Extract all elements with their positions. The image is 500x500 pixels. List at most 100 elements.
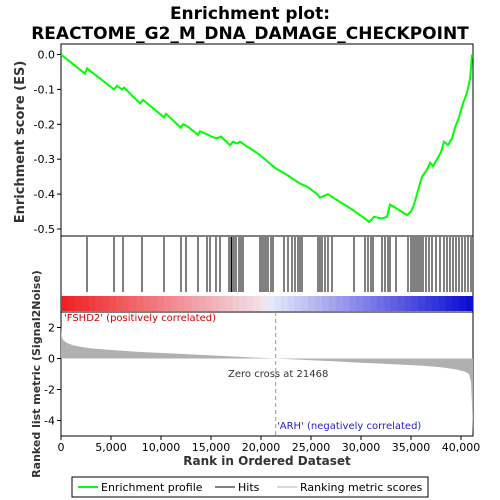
hits-panel (60, 235, 474, 313)
x-tick-label: 0 (58, 441, 65, 454)
legend-hits-label: Hits (238, 481, 260, 494)
color-bar-segment (218, 296, 227, 311)
zero-cross-label: Zero cross at 21468 (228, 369, 328, 380)
color-bar-segment (212, 296, 220, 311)
es-y-tick-label: 0.0 (38, 48, 56, 61)
x-tick-label: 25,000 (292, 441, 331, 454)
rank-color-bar (61, 296, 474, 311)
color-bar-segment (61, 296, 69, 311)
color-bar-segment (170, 296, 179, 311)
metric-panel: 2 0 -2 -4 0 5,000 10,000 15,000 20,000 25,000 30,… (44, 311, 481, 454)
x-tick-label: 35,000 (392, 441, 431, 454)
color-bar-segment (232, 296, 241, 311)
color-bar-segment (452, 296, 460, 311)
color-bar-segment (136, 296, 144, 311)
color-bar-segment (321, 296, 330, 311)
enrichment-profile-line (60, 53, 473, 224)
es-y-tick-label: -0.3 (34, 153, 55, 166)
color-bar-segment (81, 296, 89, 311)
color-bar-segment (459, 296, 467, 311)
color-bar-segment (225, 296, 234, 311)
color-bar-segment (260, 296, 268, 311)
x-tick-label: 20,000 (242, 441, 281, 454)
color-bar-segment (280, 296, 289, 311)
color-bar-segment (198, 296, 206, 311)
es-panel-frame (60, 43, 474, 237)
color-bar-segment (308, 296, 316, 311)
es-y-tick-label: -0.4 (34, 188, 55, 201)
color-bar-segment (267, 296, 275, 311)
metric-y-tick-label: -4 (44, 415, 55, 428)
color-bar-segment (335, 296, 344, 311)
color-bar-segment (150, 296, 158, 311)
ranking-metric-area (61, 327, 473, 433)
metric-y-axis: 2 0 -2 -4 (44, 322, 61, 428)
negative-correlation-label: 'ARH' (negatively correlated) (277, 421, 421, 432)
es-panel: 0.0 -0.1 -0.2 -0.3 -0.4 -0.5 (34, 43, 474, 237)
color-bar-segment (122, 296, 131, 311)
positive-correlation-label: 'FSHD2' (positively correlated) (64, 313, 216, 324)
metric-y-axis-label: Ranked list metric (Signal2Noise) (30, 270, 43, 478)
es-y-axis: 0.0 -0.1 -0.2 -0.3 -0.4 -0.5 (34, 48, 61, 236)
color-bar-segment (315, 296, 323, 311)
chart-title-line1: Enrichment plot: (170, 4, 330, 24)
color-bar-segment (424, 296, 433, 311)
color-bar-segment (177, 296, 186, 311)
color-bar-segment (376, 296, 385, 311)
legend-box (71, 476, 429, 498)
color-bar-segment (431, 296, 440, 311)
color-bar-segment (328, 296, 337, 311)
color-bar-segment (143, 296, 151, 311)
legend-profile-label: Enrichment profile (101, 481, 203, 494)
color-bar-segment (109, 296, 117, 311)
x-tick-label: 15,000 (192, 441, 231, 454)
x-tick-label: 10,000 (142, 441, 181, 454)
color-bar-segment (164, 296, 172, 311)
color-bar-segment (397, 296, 405, 311)
color-bar-segment (294, 296, 302, 311)
color-bar-segment (205, 296, 213, 311)
legend-scores-label: Ranking metric scores (300, 481, 422, 494)
es-y-axis-label: Enrichment score (ES) (13, 61, 28, 224)
color-bar-segment (466, 296, 474, 311)
color-bar-segment (390, 296, 398, 311)
color-bar-segment (363, 296, 371, 311)
x-tick-label: 5,000 (95, 441, 127, 454)
color-bar-segment (370, 296, 378, 311)
color-bar-segment (383, 296, 392, 311)
color-bar-segment (74, 296, 83, 311)
color-bar-segment (115, 296, 124, 311)
es-y-tick-label: -0.2 (34, 118, 55, 131)
x-tick-label: 40,000 (442, 441, 481, 454)
color-bar-segment (438, 296, 447, 311)
es-y-tick-label: -0.5 (34, 223, 55, 236)
color-bar-segment (129, 296, 138, 311)
color-bar-segment (411, 296, 419, 311)
hit-marks (86, 237, 472, 292)
metric-y-tick-label: -2 (44, 384, 55, 397)
chart-title-line2: REACTOME_G2_M_DNA_DAMAGE_CHECKPOINT (31, 24, 469, 44)
color-bar-segment (349, 296, 357, 311)
color-bar-segment (301, 296, 309, 311)
color-bar-segment (67, 296, 76, 311)
color-bar-segment (239, 296, 247, 311)
color-bar-segment (287, 296, 295, 311)
color-bar-segment (273, 296, 282, 311)
color-bar-segment (445, 296, 453, 311)
color-bar-segment (191, 296, 199, 311)
color-bar-segment (404, 296, 412, 311)
color-bar-segment (102, 296, 110, 311)
es-y-tick-label: -0.1 (34, 83, 55, 96)
color-bar-segment (95, 296, 103, 311)
metric-y-tick-label: 0 (48, 353, 55, 366)
color-bar-segment (157, 296, 165, 311)
legend: Enrichment profile Hits Ranking metric s… (71, 476, 429, 498)
metric-y-tick-label: 2 (48, 322, 55, 335)
color-bar-segment (356, 296, 364, 311)
color-bar-segment (88, 296, 96, 311)
x-tick-label: 30,000 (342, 441, 381, 454)
color-bar-segment (418, 296, 426, 311)
color-bar-segment (184, 296, 192, 311)
color-bar-segment (342, 296, 350, 311)
